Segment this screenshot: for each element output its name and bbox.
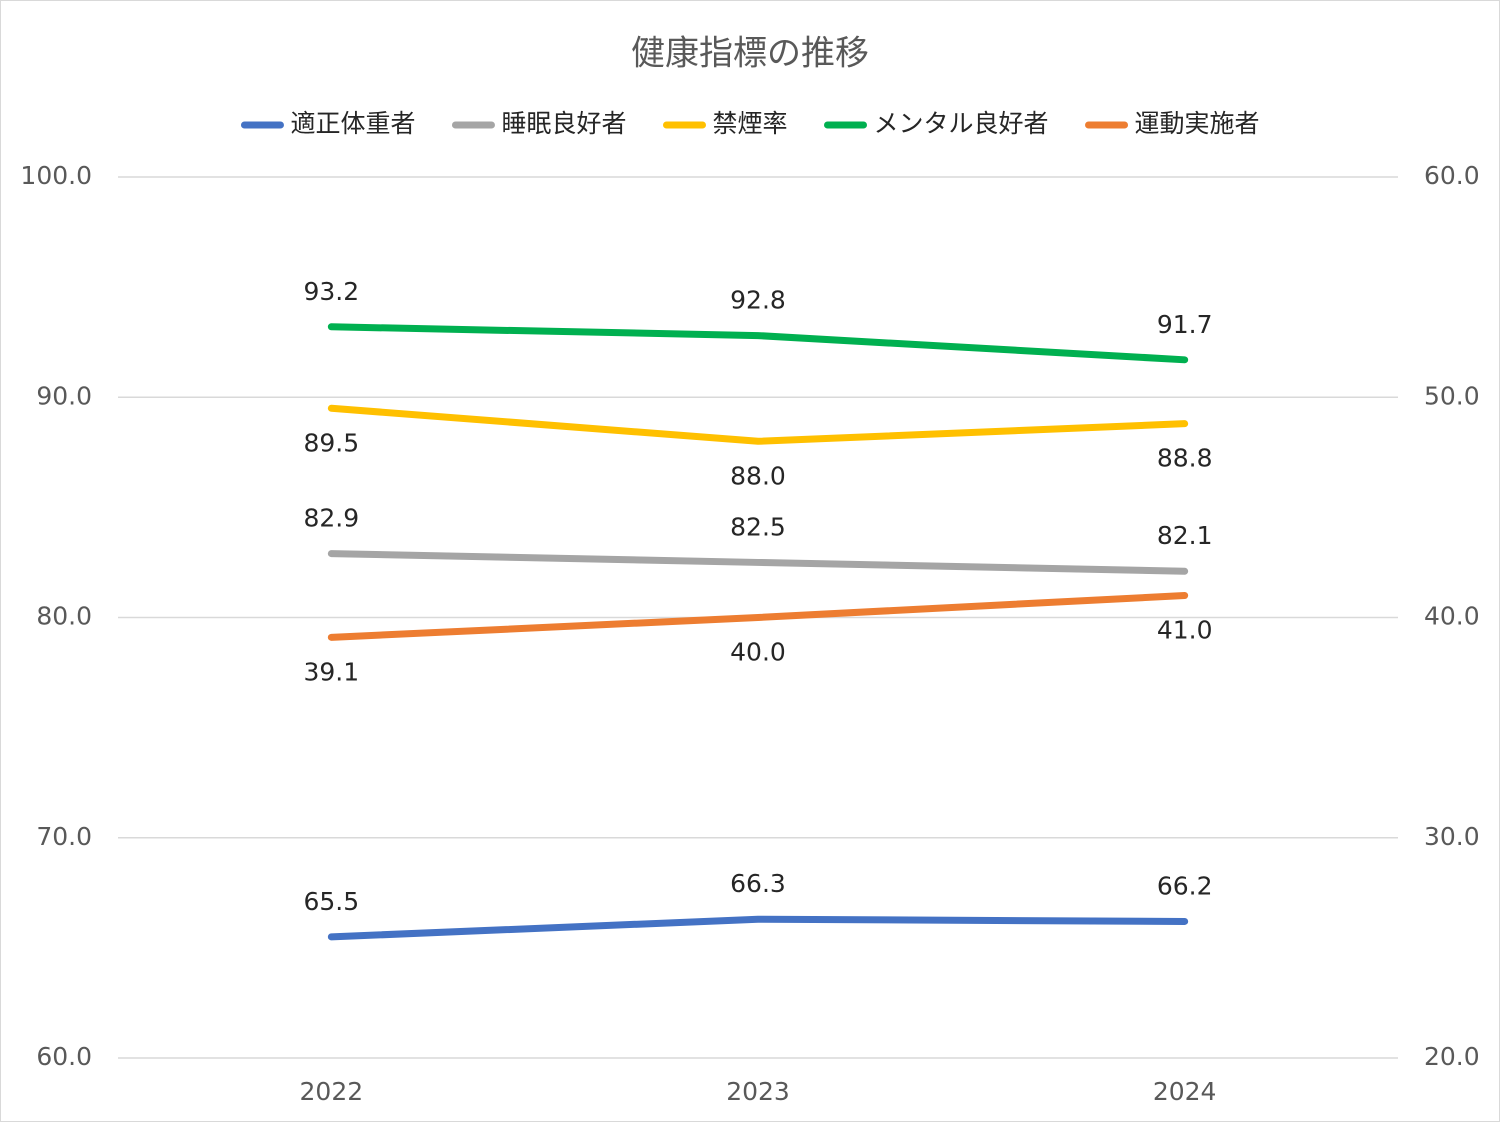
y-tick-label: 70.0 [36, 822, 92, 851]
x-tick-label: 2024 [1153, 1077, 1217, 1106]
data-label: 88.0 [730, 461, 786, 490]
data-label: 92.8 [730, 286, 786, 315]
y2-tick-label: 20.0 [1424, 1042, 1480, 1071]
data-label: 91.7 [1157, 310, 1213, 339]
data-label: 41.0 [1157, 615, 1213, 644]
series-line [327, 550, 1189, 575]
data-label: 93.2 [303, 277, 359, 306]
legend-label: 禁煙率 [712, 109, 787, 138]
legend-label: 適正体重者 [290, 109, 415, 138]
y2-tick-label: 60.0 [1424, 161, 1480, 190]
data-label: 82.1 [1157, 521, 1213, 550]
y-tick-label: 60.0 [36, 1042, 92, 1071]
y-tick-label: 100.0 [20, 161, 92, 190]
data-label: 82.5 [730, 512, 786, 541]
y-tick-label: 80.0 [36, 602, 92, 631]
legend-label: メンタル良好者 [874, 109, 1049, 138]
series-line [327, 404, 1189, 445]
legend-label: 運動実施者 [1135, 109, 1260, 138]
series-line [327, 591, 1189, 641]
y2-tick-label: 40.0 [1424, 602, 1480, 631]
y2-tick-label: 30.0 [1424, 822, 1480, 851]
data-label: 89.5 [303, 428, 359, 457]
series-line [327, 323, 1189, 364]
data-label: 39.1 [303, 657, 359, 686]
data-label: 66.3 [730, 869, 786, 898]
data-label: 82.9 [303, 504, 359, 533]
y-tick-label: 90.0 [36, 381, 92, 410]
chart-title: 健康指標の推移 [631, 34, 869, 74]
x-tick-label: 2023 [726, 1077, 790, 1106]
x-tick-label: 2022 [300, 1077, 364, 1106]
legend-label: 睡眠良好者 [501, 109, 626, 138]
series-line [327, 915, 1189, 941]
y2-tick-label: 50.0 [1424, 381, 1480, 410]
data-label: 40.0 [730, 638, 786, 667]
data-label: 65.5 [303, 887, 359, 916]
data-label: 88.8 [1157, 444, 1213, 473]
data-label: 66.2 [1157, 871, 1213, 900]
